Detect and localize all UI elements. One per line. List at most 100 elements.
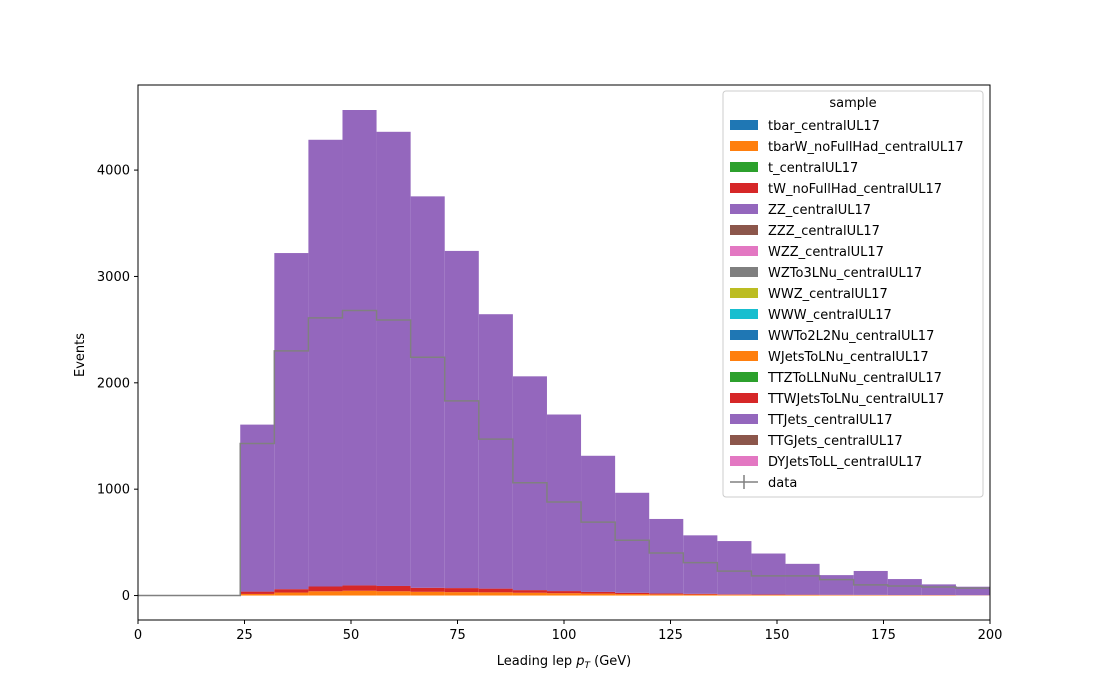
- bar-segment-tbarw-nofullhad-centralul17: [649, 594, 684, 596]
- bar-segment-tbarw-nofullhad-centralul17: [342, 590, 377, 596]
- legend-label: TTJets_centralUL17: [767, 413, 893, 428]
- legend-label: TTGJets_centralUL17: [767, 434, 903, 449]
- legend-swatch: [730, 393, 758, 403]
- legend-label: tW_noFullHad_centralUL17: [768, 182, 942, 197]
- bar-segment-zz-centralul17: [342, 110, 377, 586]
- y-axis-label: Events: [73, 333, 88, 377]
- x-axis-label-text: Leading lep: [497, 654, 576, 669]
- bar-segment-tw-nofullhad-centralul17: [512, 590, 547, 593]
- legend-label: WWTo2L2Nu_centralUL17: [768, 329, 934, 344]
- bar-segment-zz-centralul17: [887, 579, 922, 595]
- bar-segment-zz-centralul17: [478, 314, 513, 589]
- bar-segment-tbarw-nofullhad-centralul17: [478, 592, 513, 596]
- x-axis-label-suffix: (GeV): [590, 654, 631, 669]
- x-axis-label: Leading lep pT (GeV): [497, 654, 631, 671]
- y-tick-label: 0: [122, 589, 130, 604]
- bar-segment-tbarw-nofullhad-centralul17: [615, 594, 650, 596]
- legend-box: [722, 90, 984, 498]
- x-tick-label: 200: [978, 628, 1003, 643]
- bar-segment-tbarw-nofullhad-centralul17: [683, 594, 718, 596]
- bar-segment-tw-nofullhad-centralul17: [342, 585, 377, 591]
- legend-swatch: [730, 435, 758, 445]
- legend-label: tbar_centralUL17: [768, 119, 880, 134]
- x-tick-label: 50: [343, 628, 360, 643]
- x-axis-label-subscript: T: [584, 661, 591, 671]
- bar-segment-tbarw-nofullhad-centralul17: [444, 592, 479, 596]
- y-tick-label: 4000: [97, 164, 130, 179]
- x-tick-label: 175: [871, 628, 896, 643]
- legend-swatch: [730, 204, 758, 214]
- bar-segment-zz-centralul17: [410, 196, 445, 588]
- legend-swatch: [730, 288, 758, 298]
- x-tick-label: 25: [236, 628, 253, 643]
- x-tick-label: 125: [658, 628, 683, 643]
- bar-segment-zz-centralul17: [581, 455, 616, 592]
- bar-segment-tbarw-nofullhad-centralul17: [240, 593, 275, 596]
- bar-segment-tw-nofullhad-centralul17: [376, 585, 411, 592]
- legend-swatch: [730, 372, 758, 382]
- bar-segment-tbarw-nofullhad-centralul17: [308, 591, 343, 596]
- bar-segment-tw-nofullhad-centralul17: [683, 593, 718, 595]
- y-tick-label: 1000: [97, 483, 130, 498]
- bar-segment-zz-centralul17: [649, 518, 684, 594]
- legend-label: data: [768, 476, 797, 491]
- bar-segment-tbarw-nofullhad-centralul17: [546, 593, 582, 596]
- bar-segment-zz-centralul17: [751, 553, 786, 595]
- bar-segment-tbarw-nofullhad-centralul17: [376, 591, 411, 596]
- bar-segment-tbarw-nofullhad-centralul17: [717, 594, 752, 596]
- legend-label: WWZ_centralUL17: [768, 287, 888, 302]
- legend-label: WJetsToLNu_centralUL17: [768, 350, 929, 365]
- legend-label: ZZ_centralUL17: [768, 203, 871, 218]
- bar-segment-zz-centralul17: [240, 424, 275, 592]
- legend-label: DYJetsToLL_centralUL17: [768, 455, 922, 470]
- bar-segment-zz-centralul17: [308, 139, 343, 587]
- legend-title: sample: [829, 96, 876, 111]
- legend-swatch: [730, 246, 758, 256]
- legend-swatch: [730, 330, 758, 340]
- legend-swatch: [730, 225, 758, 235]
- x-tick-label: 100: [552, 628, 577, 643]
- legend-swatch: [730, 414, 758, 424]
- bar-segment-tw-nofullhad-centralul17: [717, 594, 752, 595]
- bar-segment-tbarw-nofullhad-centralul17: [410, 591, 445, 596]
- plot-area: [138, 110, 990, 597]
- legend-label: ZZZ_centralUL17: [768, 224, 880, 239]
- bar-segment-tbarw-nofullhad-centralul17: [581, 593, 616, 596]
- bar-segment-tbarw-nofullhad-centralul17: [751, 594, 786, 596]
- y-tick-label: 2000: [97, 376, 130, 391]
- legend-swatch: [730, 267, 758, 277]
- legend-swatch: [730, 162, 758, 172]
- legend-swatch: [730, 309, 758, 319]
- legend-label: TTZToLLNuNu_centralUL17: [767, 371, 942, 386]
- bar-segment-zz-centralul17: [921, 584, 956, 596]
- legend-label: WWW_centralUL17: [768, 308, 892, 323]
- bar-segment-zz-centralul17: [546, 414, 582, 592]
- bar-segment-zz-centralul17: [785, 563, 820, 595]
- legend-swatch: [730, 183, 758, 193]
- x-tick-label: 0: [134, 628, 142, 643]
- bar-segment-tbarw-nofullhad-centralul17: [274, 592, 309, 596]
- bar-segment-zz-centralul17: [274, 253, 309, 590]
- legend-label: tbarW_noFullHad_centralUL17: [768, 140, 964, 155]
- legend-swatch: [730, 456, 758, 466]
- bar-segment-zz-centralul17: [819, 575, 854, 595]
- bar-segment-tw-nofullhad-centralul17: [581, 591, 616, 594]
- bar-segment-tbarw-nofullhad-centralul17: [785, 595, 820, 596]
- bar-segment-zz-centralul17: [717, 541, 752, 595]
- legend-label: TTWJetsToLNu_centralUL17: [767, 392, 944, 407]
- bar-segment-zz-centralul17: [615, 492, 650, 593]
- bar-segment-tw-nofullhad-centralul17: [240, 591, 275, 594]
- bar-segment-zz-centralul17: [683, 535, 718, 594]
- bar-segment-zz-centralul17: [955, 586, 990, 596]
- legend-swatch: [730, 141, 758, 151]
- bar-segment-tbarw-nofullhad-centralul17: [512, 592, 547, 596]
- legend-swatch: [730, 120, 758, 130]
- bar-segment-zz-centralul17: [376, 131, 411, 586]
- bar-segment-tw-nofullhad-centralul17: [649, 593, 684, 595]
- legend-label: t_centralUL17: [768, 161, 858, 176]
- x-tick-label: 150: [765, 628, 790, 643]
- bar-segment-tw-nofullhad-centralul17: [410, 587, 445, 592]
- bar-segment-tw-nofullhad-centralul17: [274, 589, 309, 593]
